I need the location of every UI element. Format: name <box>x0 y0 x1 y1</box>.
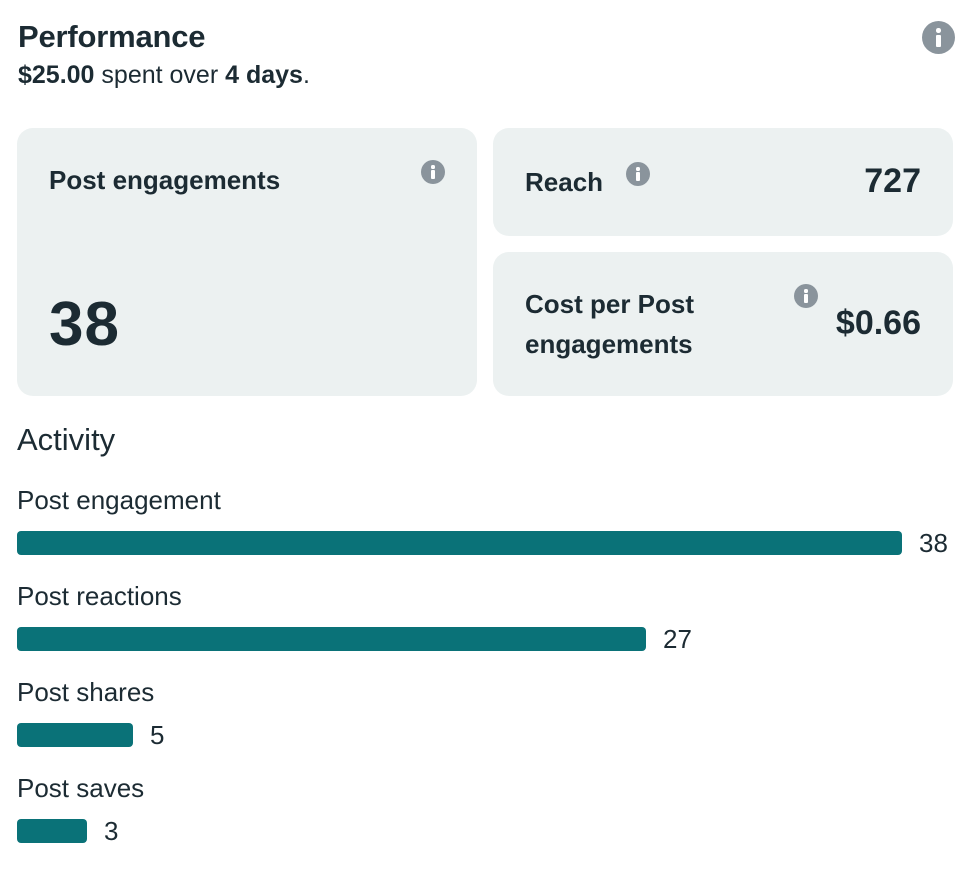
activity-bar <box>17 723 133 747</box>
activity-bar-value: 38 <box>919 528 948 558</box>
summary-period: . <box>302 61 310 89</box>
activity-list: Post engagement 38 Post reactions 27 Pos… <box>17 482 957 866</box>
activity-bar-line: 3 <box>17 816 957 846</box>
performance-summary: $25.00 spent over 4 days. <box>18 56 958 94</box>
reach-value: 727 <box>864 162 921 200</box>
spent-text: spent over <box>94 61 226 89</box>
amount-spent: $25.00 <box>18 61 95 89</box>
activity-row: Post reactions 27 <box>17 578 957 674</box>
activity-row: Post engagement 38 <box>17 482 957 578</box>
activity-bar-value: 3 <box>104 816 119 846</box>
activity-bar-line: 38 <box>17 528 957 558</box>
post-engagements-value: 38 <box>49 290 120 359</box>
cost-per-engagement-value: $0.66 <box>835 304 921 342</box>
activity-row: Post saves 3 <box>17 770 957 866</box>
cost-per-engagement-label: Cost per Post engagements <box>525 289 695 359</box>
reach-card: Reach 727 <box>493 128 953 236</box>
activity-bar-line: 27 <box>17 624 957 654</box>
activity-row: Post shares 5 <box>17 674 957 770</box>
activity-bar <box>17 531 902 555</box>
activity-bar-value: 27 <box>663 624 692 654</box>
activity-bar-value: 5 <box>150 720 165 750</box>
activity-bar-line: 5 <box>17 720 957 750</box>
activity-row-label: Post saves <box>17 773 145 803</box>
info-icon[interactable] <box>922 21 955 54</box>
activity-section: Activity Post engagement 38 Post reactio… <box>17 420 957 866</box>
activity-row-label: Post shares <box>17 677 155 707</box>
activity-bar <box>17 627 646 651</box>
cost-per-engagement-card: Cost per Post engagements $0.66 <box>493 252 953 396</box>
activity-bar <box>17 819 87 843</box>
activity-title: Activity <box>17 422 116 457</box>
post-engagements-card: Post engagements 38 <box>17 128 477 396</box>
info-icon[interactable] <box>794 284 818 308</box>
info-icon[interactable] <box>626 162 650 186</box>
post-engagements-label: Post engagements <box>49 165 281 195</box>
info-icon[interactable] <box>421 160 445 184</box>
performance-title: Performance <box>18 19 206 54</box>
reach-label: Reach <box>525 167 604 197</box>
days-count: 4 days <box>225 61 303 89</box>
activity-row-label: Post engagement <box>17 485 221 515</box>
activity-row-label: Post reactions <box>17 581 182 611</box>
performance-header: Performance $25.00 spent over 4 days. <box>18 18 958 98</box>
